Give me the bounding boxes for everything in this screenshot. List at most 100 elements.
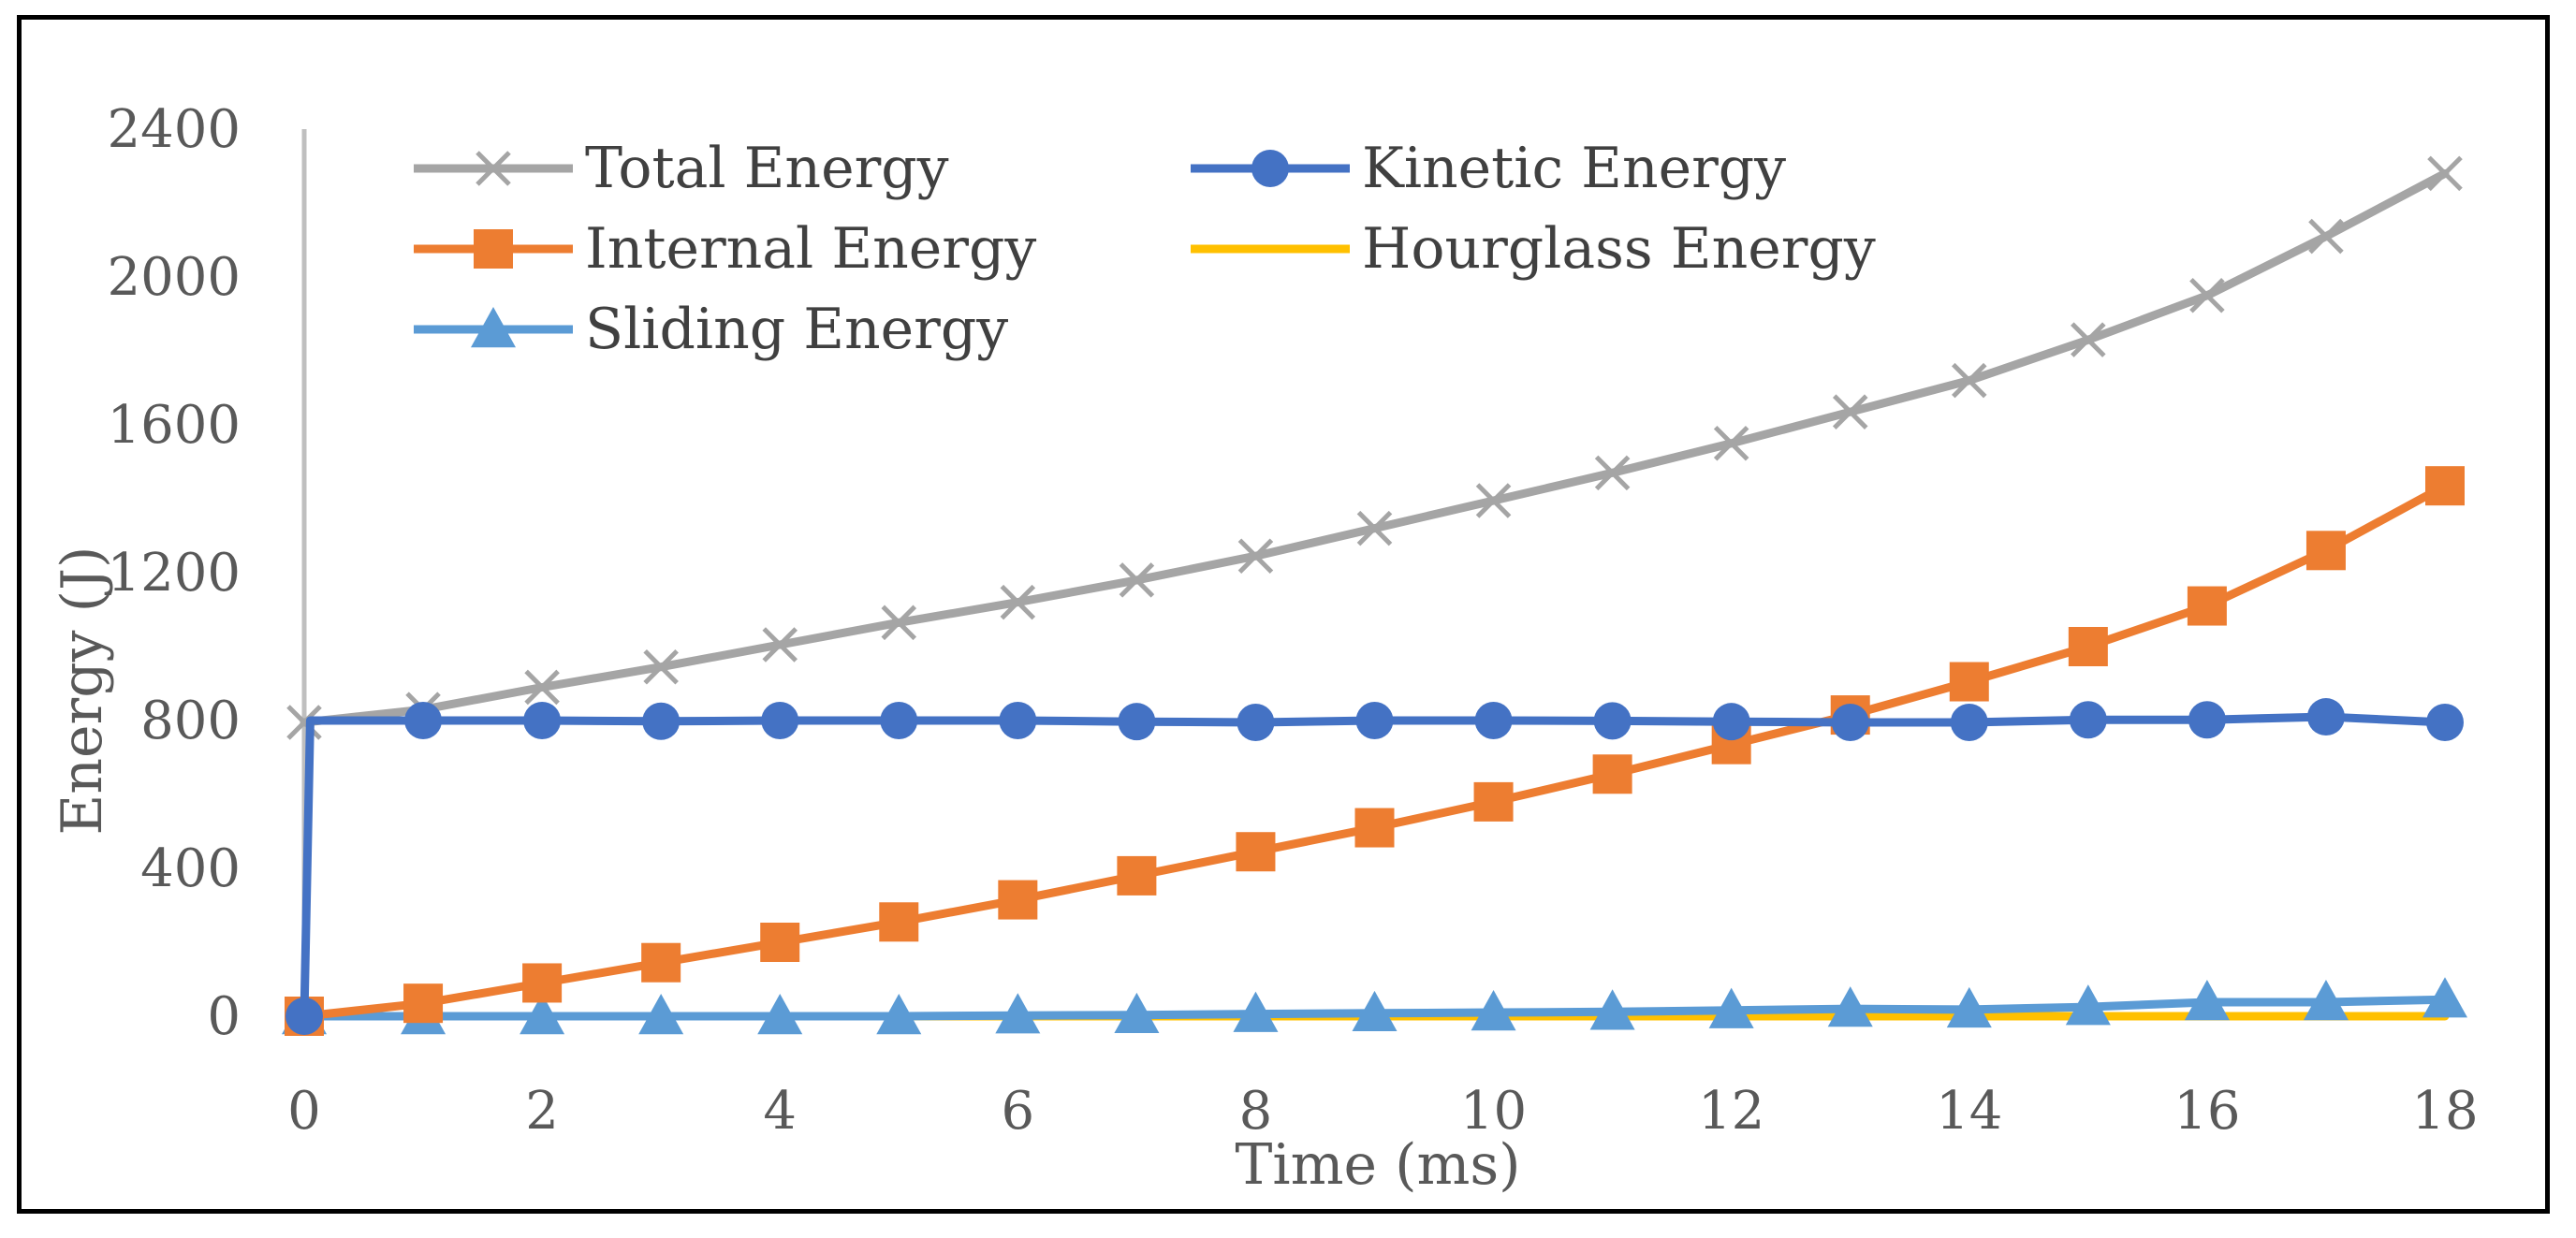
legend-entry: Kinetic Energy [1191, 136, 1786, 201]
total-energy-point [1237, 538, 1274, 574]
sliding-energy-point [2422, 977, 2467, 1018]
kinetic-energy-series [285, 698, 2464, 1035]
sliding-energy-point [1827, 986, 1873, 1027]
sliding-energy-point [2065, 984, 2111, 1026]
legend-marker [476, 151, 511, 186]
kinetic-energy-point [2306, 698, 2345, 736]
sliding-energy-point [1589, 989, 1635, 1030]
x-tick-label: 18 [2411, 1081, 2478, 1142]
legend-entry: Sliding Energy [414, 297, 1008, 362]
internal-energy-point [1236, 832, 1276, 872]
x-tick-label: 14 [1936, 1081, 2002, 1142]
total-energy-point [1594, 455, 1631, 491]
internal-energy-point [641, 942, 681, 983]
total-energy-series [286, 155, 2463, 740]
x-tick-label: 16 [2174, 1081, 2240, 1142]
sliding-energy-point [2184, 979, 2230, 1021]
kinetic-energy-point [1118, 703, 1156, 741]
x-tick-label: 6 [1002, 1081, 1035, 1142]
internal-energy-point [522, 963, 563, 1003]
legend-marker [1251, 150, 1289, 187]
sliding-energy-point [1708, 987, 1754, 1028]
kinetic-energy-point [999, 702, 1037, 739]
kinetic-energy-point [1831, 703, 1869, 741]
kinetic-energy-point [1593, 702, 1632, 740]
total-energy-point [643, 648, 679, 685]
internal-energy-point [760, 923, 800, 962]
legend-entry: Internal Energy [414, 216, 1036, 282]
internal-energy-point [1949, 662, 1989, 702]
total-energy-point [1356, 510, 1393, 546]
legend-label: Kinetic Energy [1362, 136, 1786, 201]
internal-energy-point [1117, 855, 1157, 896]
kinetic-energy-point [761, 702, 799, 739]
x-tick-label: 2 [525, 1081, 559, 1142]
kinetic-energy-point [1237, 703, 1275, 741]
y-tick-label: 2400 [107, 99, 241, 160]
internal-energy-point [879, 902, 919, 942]
y-tick-label: 1600 [107, 395, 241, 456]
sliding-energy-point [876, 994, 922, 1035]
total-energy-point [1713, 425, 1749, 461]
kinetic-energy-point [1950, 703, 1988, 741]
legend-label: Sliding Energy [585, 297, 1008, 362]
internal-energy-point [403, 983, 444, 1024]
total-energy-point [2427, 155, 2463, 192]
sliding-energy-point [1946, 986, 1992, 1028]
legend-label: Total Energy [585, 136, 949, 201]
legend-label: Hourglass Energy [1362, 216, 1876, 282]
internal-energy-line [300, 481, 2450, 1021]
x-tick-label: 0 [287, 1081, 321, 1142]
total-energy-point [2189, 277, 2225, 313]
sliding-energy-point [1352, 990, 1398, 1032]
series-layer [282, 155, 2467, 1036]
legend-label: Internal Energy [585, 216, 1036, 282]
sliding-energy-point [520, 994, 565, 1035]
y-tick-label: 1200 [107, 543, 241, 604]
total-energy-point [1952, 362, 1987, 399]
x-tick-label: 12 [1698, 1081, 1764, 1142]
kinetic-energy-point [2426, 703, 2464, 741]
y-tick-label: 0 [207, 986, 241, 1047]
sliding-energy-point [757, 994, 803, 1035]
kinetic-energy-point [1355, 702, 1394, 739]
total-energy-point [2071, 322, 2106, 357]
y-axis-title: Energy (J) [50, 546, 115, 836]
total-energy-point [286, 705, 322, 740]
legend-entry: Hourglass Energy [1191, 216, 1876, 282]
sliding-energy-point [995, 993, 1041, 1034]
x-tick-label: 8 [1239, 1081, 1273, 1142]
kinetic-energy-point [2069, 701, 2107, 739]
sliding-energy-point [1114, 992, 1160, 1034]
sliding-energy-point [1233, 991, 1279, 1032]
legend-entry: Total Energy [414, 136, 949, 201]
internal-energy-point [2068, 627, 2108, 666]
internal-energy-point [2187, 586, 2227, 626]
kinetic-energy-point [642, 702, 681, 740]
internal-energy-point [998, 880, 1038, 920]
kinetic-energy-line [300, 712, 2450, 1021]
total-energy-point [1475, 483, 1512, 518]
legend: Total Energy Kinetic Energy Internal Energ… [414, 136, 1876, 362]
sliding-energy-series [282, 977, 2467, 1035]
internal-energy-point [2425, 466, 2465, 506]
kinetic-energy-point [404, 702, 443, 739]
x-axis-title: Time (ms) [1235, 1132, 1520, 1198]
sliding-energy-point [1471, 990, 1516, 1031]
internal-energy-series [285, 466, 2465, 1036]
kinetic-energy-point [1474, 702, 1513, 739]
y-tick-label: 800 [140, 691, 241, 751]
kinetic-energy-point [880, 702, 918, 739]
kinetic-energy-point [523, 702, 562, 739]
total-energy-point [881, 604, 917, 641]
total-energy-point [1000, 584, 1036, 620]
legend-marker [474, 229, 513, 269]
internal-energy-point [2305, 531, 2346, 571]
x-tick-label: 10 [1460, 1081, 1527, 1142]
internal-energy-point [1473, 781, 1514, 822]
kinetic-energy-point [2188, 701, 2226, 739]
kinetic-energy-point [1712, 703, 1750, 741]
total-energy-point [2308, 218, 2344, 255]
x-tick-label: 4 [763, 1081, 797, 1142]
